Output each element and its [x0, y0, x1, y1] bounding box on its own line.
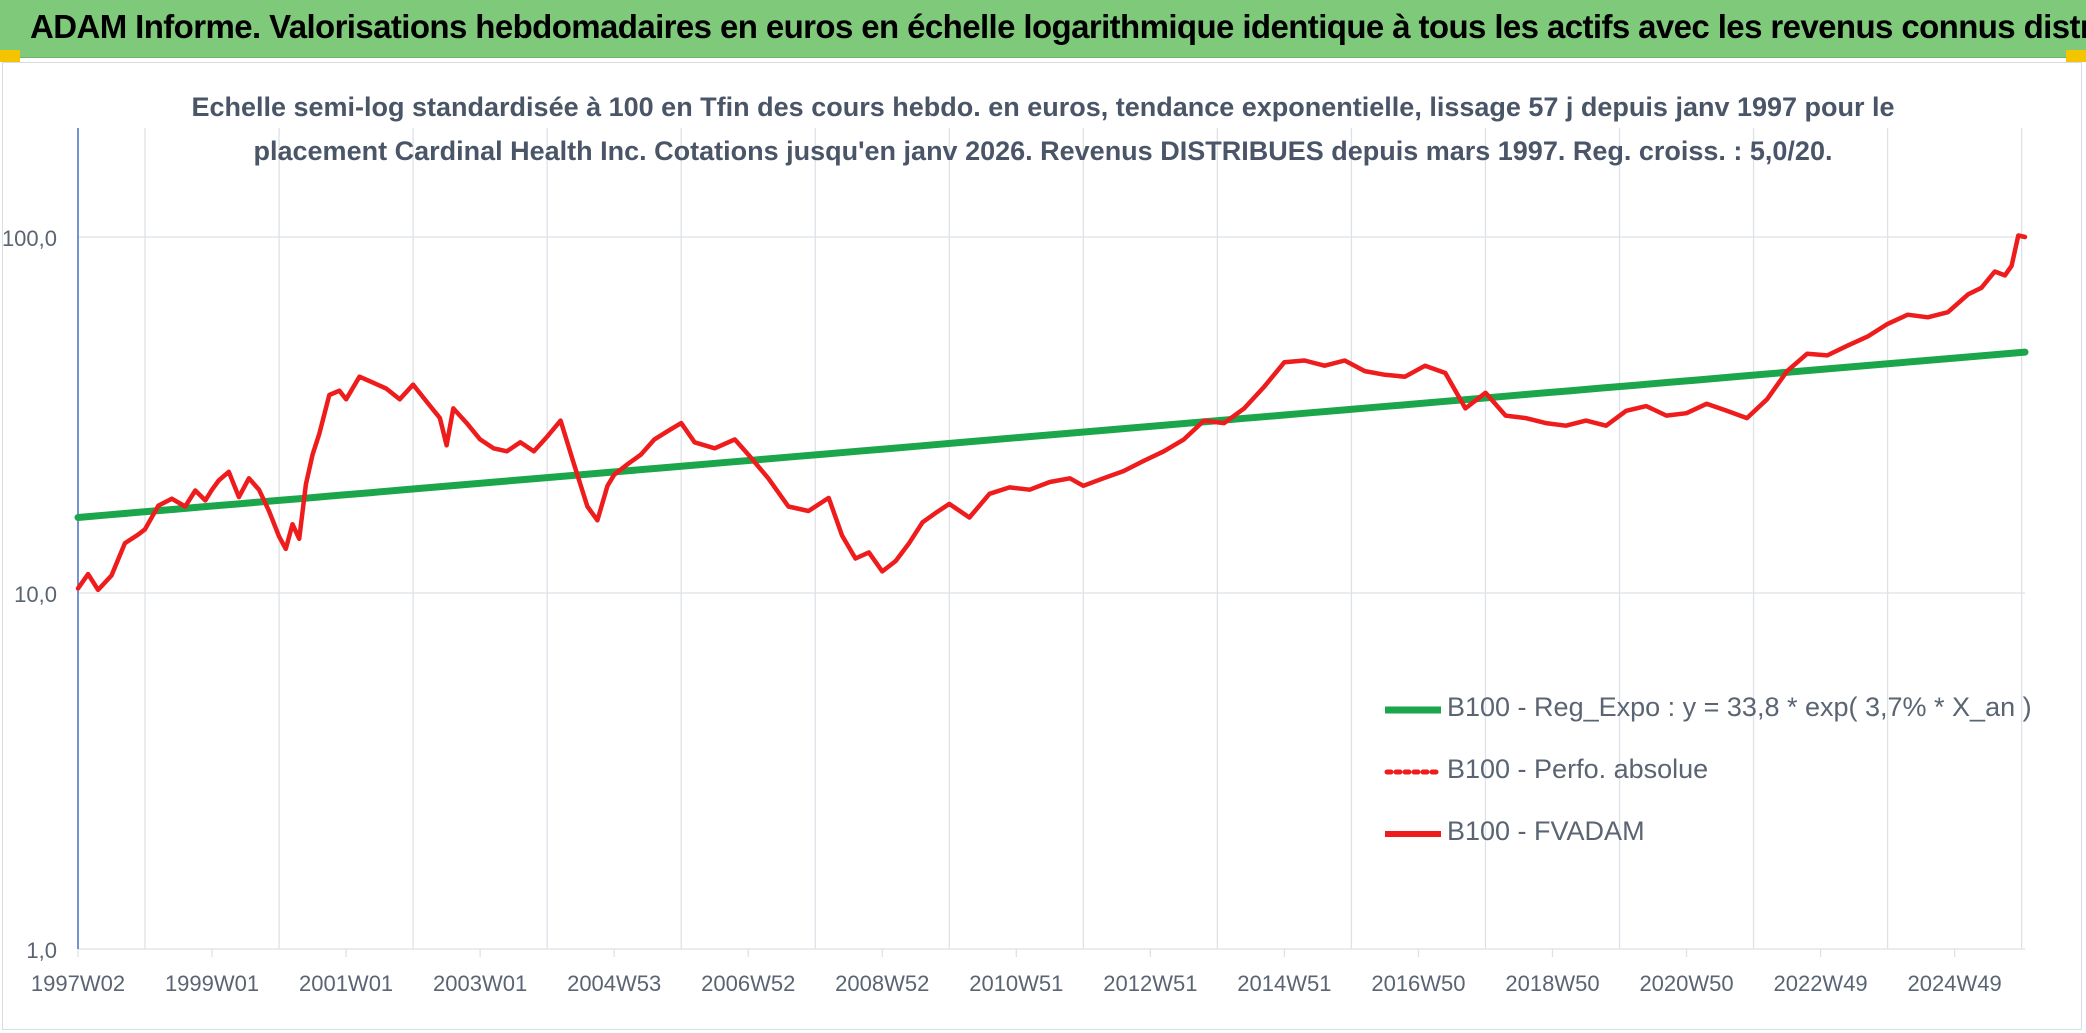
- chart-title: Echelle semi-log standardisée à 100 en T…: [0, 85, 2086, 173]
- x-tick-label: 1999W01: [165, 971, 259, 996]
- legend-label-perfo-absolue: B100 - Perfo. absolue: [1447, 754, 1709, 784]
- x-tick-label: 2024W49: [1908, 971, 2002, 996]
- x-tick-label: 2006W52: [701, 971, 795, 996]
- title-banner: ADAM Informe. Valorisations hebdomadaire…: [0, 0, 2086, 58]
- x-tick-label: 1997W02: [31, 971, 125, 996]
- legend-swatch-perfo-absolue: [1384, 769, 1443, 775]
- x-tick-label: 2014W51: [1237, 971, 1331, 996]
- x-tick-label: 2003W01: [433, 971, 527, 996]
- y-tick-label: 100,0: [2, 226, 57, 251]
- chart-title-line-1: Echelle semi-log standardisée à 100 en T…: [191, 92, 1895, 122]
- x-tick-label: 2016W50: [1371, 971, 1465, 996]
- y-tick-label: 10,0: [14, 582, 57, 607]
- legend-label-fvadam: B100 - FVADAM: [1447, 816, 1645, 846]
- series-line-fvadam: [75, 233, 2028, 593]
- corner-mark-right: [2066, 50, 2086, 62]
- chart-panel: [2, 62, 2082, 1030]
- legend-swatch-regression: [1385, 706, 1441, 714]
- corner-mark-left: [0, 50, 20, 62]
- x-tick-label: 2004W53: [567, 971, 661, 996]
- x-tick-label: 2010W51: [969, 971, 1063, 996]
- x-tick-label: 2020W50: [1639, 971, 1733, 996]
- x-tick-label: 2001W01: [299, 971, 393, 996]
- chart-title-line-2: placement Cardinal Health Inc. Cotations…: [253, 136, 1833, 166]
- page-title: ADAM Informe. Valorisations hebdomadaire…: [30, 8, 2086, 45]
- series-line-regression: [74, 348, 2029, 521]
- x-tick-label: 2012W51: [1103, 971, 1197, 996]
- y-tick-label: 1,0: [26, 938, 57, 963]
- legend-swatch-fvadam: [1385, 831, 1441, 837]
- legend-label-regression: B100 - Reg_Expo : y = 33,8 * exp( 3,7% *…: [1447, 692, 2032, 722]
- x-tick-label: 2018W50: [1505, 971, 1599, 996]
- x-tick-label: 2022W49: [1773, 971, 1867, 996]
- x-tick-label: 2008W52: [835, 971, 929, 996]
